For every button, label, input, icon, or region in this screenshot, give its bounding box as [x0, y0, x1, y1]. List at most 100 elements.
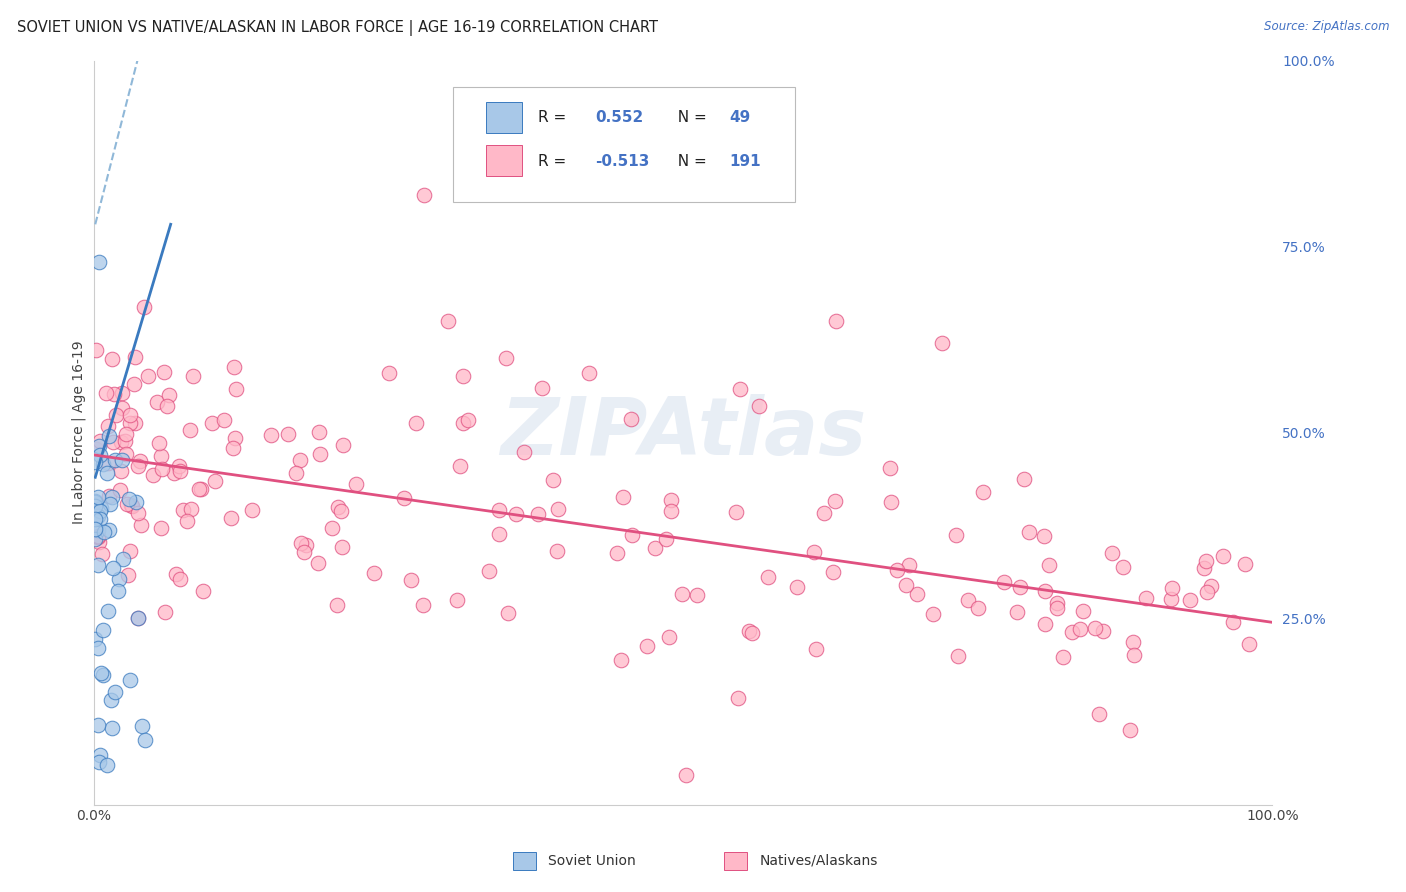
Point — [405, 417, 427, 431]
Point — [103, 561, 125, 575]
Point — [453, 368, 475, 383]
Point — [90, 501, 112, 516]
Point — [97, 604, 120, 618]
Point — [1199, 579, 1222, 593]
Point — [114, 434, 136, 449]
Point — [922, 607, 945, 621]
Text: Soviet Union: Soviet Union — [548, 854, 636, 868]
Point — [946, 649, 969, 664]
Point — [1046, 600, 1069, 615]
Point — [201, 416, 224, 430]
Point — [124, 350, 146, 364]
Point — [436, 314, 458, 328]
Point — [87, 535, 110, 549]
Point — [87, 558, 110, 573]
Text: 0.552: 0.552 — [595, 111, 643, 126]
Point — [110, 464, 132, 478]
Text: ZIPAtlas: ZIPAtlas — [501, 393, 866, 472]
Point — [148, 436, 170, 450]
Point — [131, 718, 153, 732]
Point — [142, 468, 165, 483]
Point — [118, 416, 141, 430]
Point — [813, 506, 835, 520]
Point — [219, 511, 242, 525]
Point — [824, 494, 846, 508]
Point — [96, 758, 118, 772]
Point — [107, 583, 129, 598]
Point — [110, 453, 132, 467]
Point — [176, 514, 198, 528]
Point — [451, 416, 474, 430]
Point — [104, 684, 127, 698]
Point — [488, 503, 510, 517]
Point — [86, 490, 108, 504]
Point — [879, 461, 901, 475]
Point — [1222, 615, 1244, 630]
Text: -0.513: -0.513 — [595, 153, 650, 169]
Point — [87, 523, 110, 537]
Point — [578, 366, 600, 380]
Point — [1088, 707, 1111, 722]
Point — [149, 520, 172, 534]
Point — [644, 541, 666, 555]
Point — [118, 673, 141, 687]
Point — [204, 474, 226, 488]
Point — [967, 600, 990, 615]
Point — [1052, 649, 1074, 664]
Point — [1194, 561, 1216, 575]
Point — [89, 434, 111, 448]
Point — [118, 408, 141, 422]
Text: Source: ZipAtlas.com: Source: ZipAtlas.com — [1264, 20, 1389, 33]
Point — [1122, 634, 1144, 648]
Point — [110, 401, 132, 415]
Point — [84, 512, 107, 526]
Point — [163, 466, 186, 480]
Point — [907, 586, 929, 600]
Point — [546, 543, 568, 558]
Point — [84, 532, 107, 546]
Point — [84, 499, 107, 513]
FancyBboxPatch shape — [454, 87, 796, 202]
Point — [94, 385, 117, 400]
Point — [392, 491, 415, 505]
Point — [110, 434, 132, 449]
Point — [87, 508, 110, 523]
Point — [112, 552, 135, 566]
Point — [725, 505, 748, 519]
Point — [103, 387, 125, 401]
Point — [309, 447, 332, 461]
Point — [526, 508, 548, 522]
Text: 191: 191 — [730, 153, 761, 169]
Point — [91, 547, 114, 561]
Point — [153, 605, 176, 619]
Point — [636, 639, 658, 653]
Point — [240, 503, 263, 517]
Point — [115, 497, 138, 511]
Point — [157, 388, 180, 402]
Point — [127, 458, 149, 473]
Point — [150, 449, 173, 463]
Point — [260, 428, 283, 442]
Point — [321, 521, 343, 535]
Point — [169, 572, 191, 586]
Point — [98, 489, 121, 503]
Point — [620, 528, 643, 542]
Point — [84, 522, 107, 536]
Point — [1018, 524, 1040, 539]
Point — [295, 538, 318, 552]
Point — [97, 456, 120, 470]
Point — [1135, 591, 1157, 606]
Point — [748, 399, 770, 413]
Point — [330, 503, 353, 517]
Point — [1212, 549, 1234, 564]
Point — [114, 426, 136, 441]
Point — [1038, 558, 1060, 572]
Point — [661, 504, 683, 518]
Point — [513, 445, 536, 459]
Point — [127, 611, 149, 625]
Point — [1033, 616, 1056, 631]
Point — [675, 768, 697, 782]
Point — [179, 423, 201, 437]
Point — [190, 482, 212, 496]
Point — [86, 442, 108, 456]
